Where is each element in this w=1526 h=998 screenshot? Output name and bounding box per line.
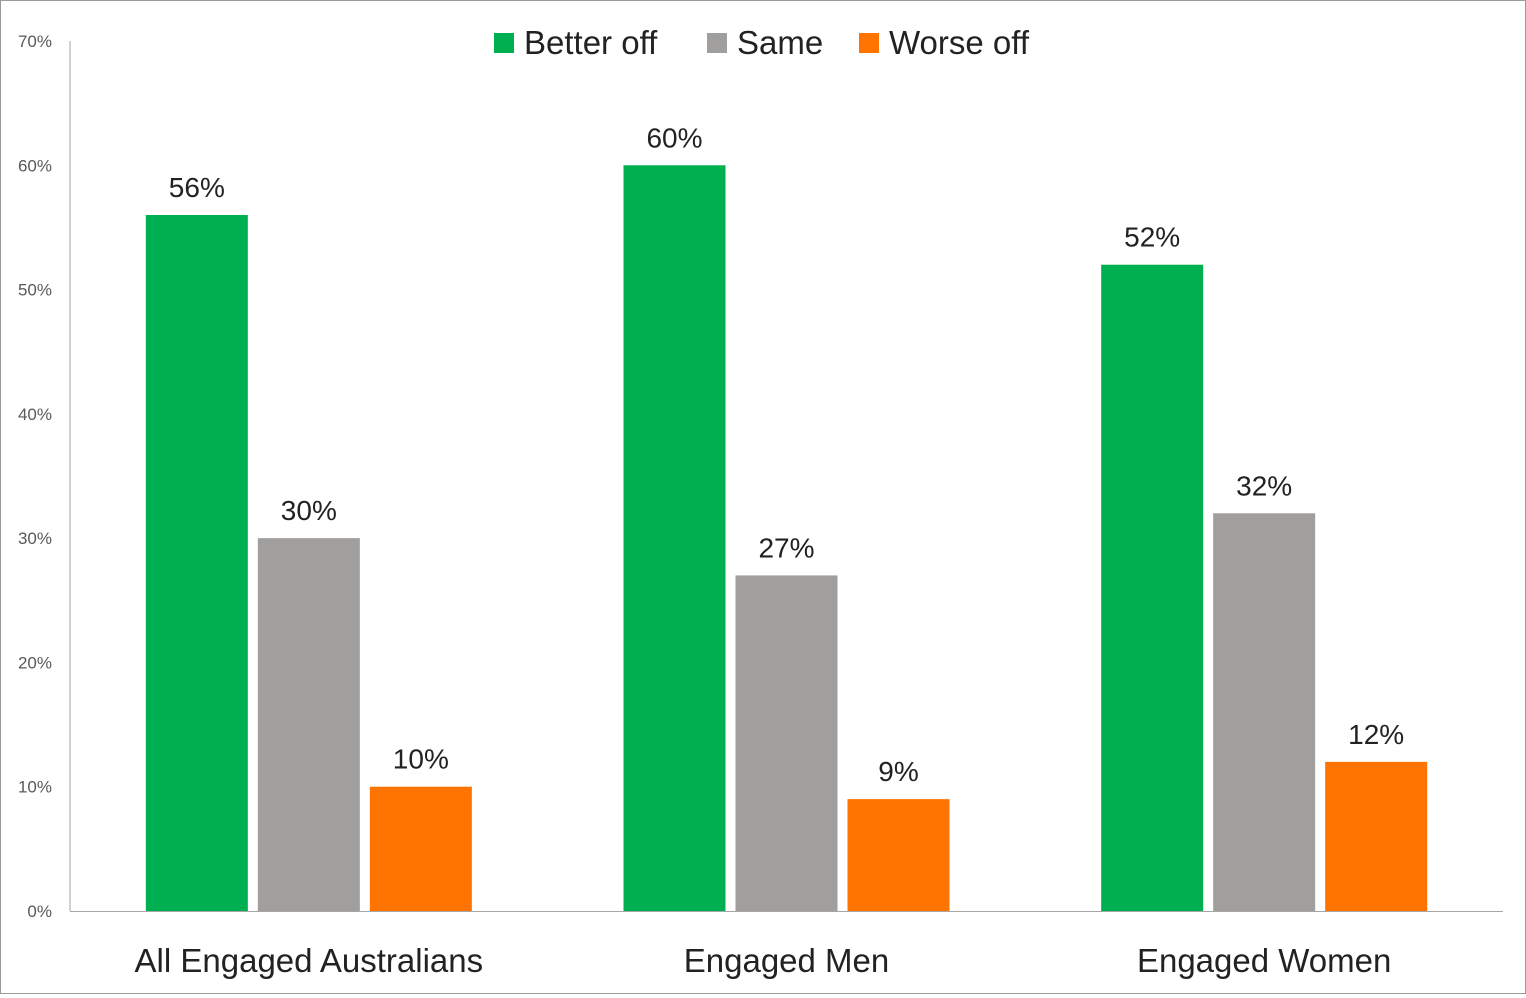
data-label: 12% bbox=[1348, 719, 1404, 750]
bar-worse-off bbox=[369, 786, 472, 911]
bar-worse-off bbox=[847, 799, 950, 911]
data-label: 60% bbox=[646, 122, 702, 153]
bar-better-off bbox=[145, 215, 248, 911]
data-label: 30% bbox=[281, 495, 337, 526]
bar-better-off bbox=[1101, 264, 1204, 911]
bar-worse-off bbox=[1325, 761, 1428, 911]
legend-swatch bbox=[707, 33, 727, 53]
data-label: 27% bbox=[758, 532, 814, 563]
y-tick-label: 60% bbox=[18, 156, 52, 175]
y-tick-label: 30% bbox=[18, 529, 52, 548]
y-tick-label: 20% bbox=[18, 653, 52, 672]
bar-better-off bbox=[623, 165, 726, 912]
legend-label: Same bbox=[737, 24, 823, 61]
legend-swatch bbox=[859, 33, 879, 53]
bar-same bbox=[735, 575, 838, 911]
bar-same bbox=[257, 538, 360, 911]
legend-label: Better off bbox=[524, 24, 658, 61]
data-label: 9% bbox=[878, 756, 918, 787]
x-category-label: All Engaged Australians bbox=[135, 942, 484, 979]
legend: Better off Same Worse off bbox=[494, 24, 1030, 61]
data-label: 56% bbox=[169, 172, 225, 203]
legend-swatch bbox=[494, 33, 514, 53]
x-category-label: Engaged Men bbox=[684, 942, 890, 979]
x-category-label: Engaged Women bbox=[1137, 942, 1391, 979]
legend-label: Worse off bbox=[889, 24, 1030, 61]
y-tick-label: 10% bbox=[18, 778, 52, 797]
data-label: 52% bbox=[1124, 222, 1180, 253]
data-label: 32% bbox=[1236, 470, 1292, 501]
y-tick-label: 70% bbox=[18, 32, 52, 51]
data-label: 10% bbox=[393, 744, 449, 775]
y-tick-label: 40% bbox=[18, 405, 52, 424]
bar-same bbox=[1213, 513, 1316, 911]
y-axis: 0% 10% 20% 30% 40% 50% 60% 70% bbox=[18, 32, 71, 921]
x-axis: All Engaged Australians Engaged Men Engage… bbox=[70, 911, 1503, 979]
y-tick-label: 0% bbox=[27, 902, 52, 921]
y-tick-label: 50% bbox=[18, 281, 52, 300]
bars: 56% 30% 10% 60% 27% 9% 52% 32% 12% bbox=[145, 122, 1428, 912]
